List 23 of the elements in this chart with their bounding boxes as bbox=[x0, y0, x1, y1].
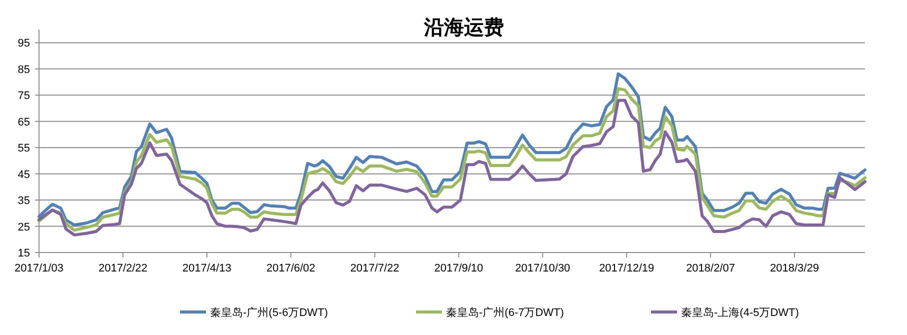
y-tick-label: 95 bbox=[18, 38, 30, 50]
y-tick-label: 15 bbox=[18, 248, 30, 260]
y-tick-label: 35 bbox=[18, 195, 30, 208]
y-tick-label: 55 bbox=[18, 142, 30, 155]
y-tick-label: 45 bbox=[18, 168, 30, 181]
x-tick-label: 2017/4/13 bbox=[182, 262, 232, 274]
chart-title: 沿海运费 bbox=[423, 15, 504, 39]
x-tick-label: 2017/6/02 bbox=[266, 262, 316, 274]
y-tick-label: 25 bbox=[18, 221, 30, 234]
x-tick-label: 2017/12/19 bbox=[599, 262, 654, 274]
x-tick-label: 2017/7/22 bbox=[350, 262, 400, 274]
x-tick-label: 2017/2/22 bbox=[98, 262, 148, 274]
legend-label: 秦皇岛-广州(6-7万DWT) bbox=[446, 306, 564, 319]
x-tick-label: 2018/3/29 bbox=[770, 262, 819, 274]
y-tick-label: 85 bbox=[18, 64, 30, 76]
x-tick-label: 2017/9/10 bbox=[434, 262, 484, 274]
y-tick-label: 65 bbox=[18, 116, 30, 128]
y-tick-label: 75 bbox=[18, 90, 30, 102]
legend-label: 秦皇岛-上海(4-5万DWT) bbox=[681, 306, 799, 319]
x-tick-label: 2018/2/07 bbox=[686, 262, 736, 274]
x-tick-label: 2017/10/30 bbox=[515, 262, 570, 274]
x-tick-label: 2017/1/03 bbox=[14, 262, 64, 274]
legend-label: 秦皇岛-广州(5-6万DWT) bbox=[210, 306, 328, 319]
